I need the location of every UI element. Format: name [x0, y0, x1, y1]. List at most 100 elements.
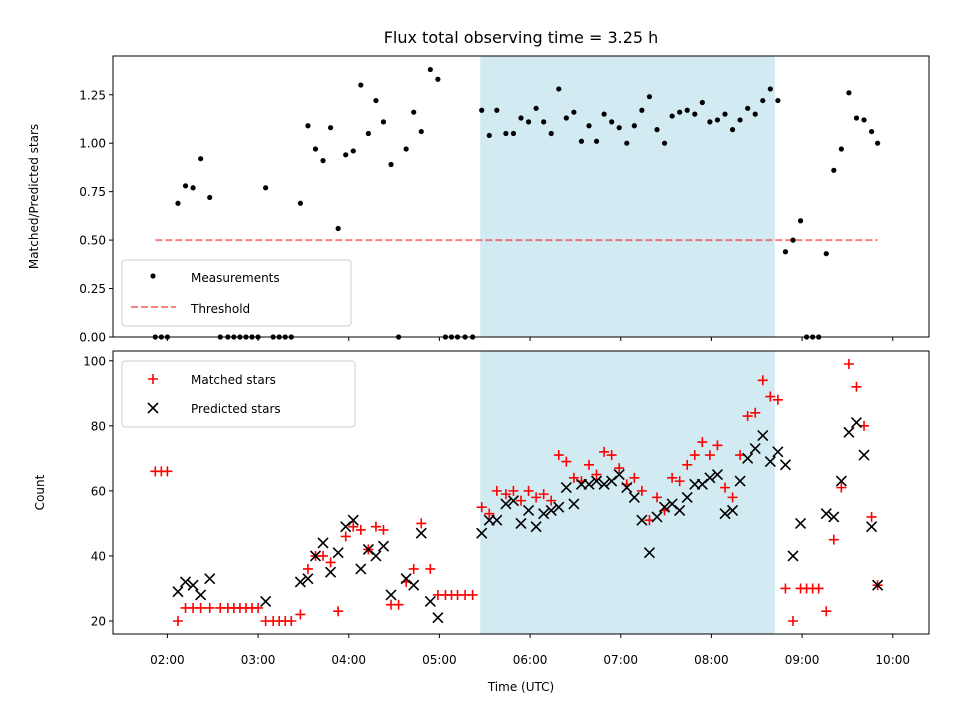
data-point — [866, 511, 877, 522]
data-point — [370, 521, 381, 532]
data-point — [729, 127, 736, 133]
data-point — [190, 185, 196, 191]
plot-frame — [112, 350, 930, 635]
data-point — [350, 148, 356, 154]
data-point — [365, 130, 371, 137]
data-point — [643, 547, 656, 559]
data-point — [742, 411, 753, 422]
data-point — [333, 606, 344, 617]
data-point — [408, 563, 419, 574]
data-point — [204, 602, 215, 613]
data-point — [682, 459, 693, 470]
data-point — [726, 504, 739, 516]
data-point — [295, 609, 306, 620]
data-point — [707, 119, 713, 125]
data-point — [309, 550, 322, 562]
data-point — [523, 485, 534, 496]
data-point — [377, 540, 390, 552]
data-point — [516, 495, 526, 506]
data-point — [598, 478, 610, 490]
data-point — [616, 125, 622, 131]
data-point — [561, 456, 572, 467]
data-point — [714, 117, 721, 123]
data-point — [593, 138, 600, 144]
data-point — [851, 381, 862, 392]
x-tick-label: 08:00 — [694, 653, 729, 667]
data-point — [522, 504, 535, 516]
legend: Measurements Threshold — [121, 259, 352, 327]
highlight-span — [480, 56, 775, 337]
data-point — [373, 97, 379, 104]
x-tick-label: 03:00 — [241, 653, 276, 667]
data-point — [583, 478, 595, 490]
data-point — [782, 249, 789, 255]
data-point — [491, 485, 502, 496]
data-point — [198, 156, 204, 162]
data-point — [388, 161, 394, 168]
data-point — [831, 167, 837, 173]
data-point — [578, 138, 585, 144]
data-point — [175, 200, 181, 206]
data-point — [347, 514, 359, 526]
data-point — [302, 573, 314, 585]
data-point — [838, 146, 844, 152]
data-point — [629, 472, 640, 483]
data-point — [312, 146, 319, 152]
data-point — [613, 469, 625, 481]
data-point — [508, 485, 519, 496]
data-point — [548, 130, 554, 137]
data-point — [689, 450, 700, 461]
y-tick-label: 1.25 — [79, 88, 106, 102]
x-tick-label: 02:00 — [150, 653, 185, 667]
data-point — [591, 469, 602, 480]
data-point — [872, 579, 884, 591]
data-point — [525, 119, 532, 125]
data-point — [494, 107, 500, 113]
data-point — [727, 492, 738, 503]
data-point — [609, 119, 615, 125]
data-point — [775, 97, 781, 104]
y-tick-label: 20 — [91, 614, 106, 628]
data-point — [305, 123, 311, 129]
data-point — [348, 521, 359, 532]
data-point — [797, 218, 804, 224]
data-point — [260, 595, 272, 608]
data-point — [846, 90, 852, 96]
data-point — [403, 146, 409, 152]
data-point — [172, 615, 183, 626]
data-point — [823, 251, 829, 257]
data-point — [835, 475, 847, 487]
data-point — [297, 200, 303, 206]
data-point — [850, 416, 863, 429]
legend: Matched stars Predicted stars — [121, 360, 356, 428]
data-point — [757, 375, 768, 386]
data-point — [546, 495, 557, 506]
data-point — [476, 502, 487, 513]
data-point — [332, 547, 344, 559]
data-point — [204, 573, 216, 585]
data-point — [479, 107, 485, 113]
data-point — [875, 140, 881, 146]
data-point — [518, 115, 524, 121]
data-point — [325, 566, 337, 578]
y-tick-label: 80 — [91, 419, 106, 433]
data-point — [767, 86, 773, 92]
data-point — [263, 185, 269, 191]
data-point — [568, 498, 580, 510]
data-point — [790, 237, 796, 243]
data-point — [500, 498, 512, 510]
data-point — [843, 426, 855, 438]
data-point — [424, 595, 436, 608]
y-tick-label: 0.50 — [79, 234, 106, 248]
data-point — [601, 111, 607, 117]
data-point — [646, 94, 653, 100]
data-point — [861, 117, 867, 123]
data-point — [858, 449, 870, 461]
data-point — [162, 466, 173, 477]
data-point — [195, 589, 207, 601]
data-point — [828, 534, 839, 545]
y-tick-label: 1.00 — [79, 137, 106, 151]
data-point — [507, 495, 520, 507]
data-point — [416, 518, 427, 529]
data-point — [343, 152, 349, 158]
